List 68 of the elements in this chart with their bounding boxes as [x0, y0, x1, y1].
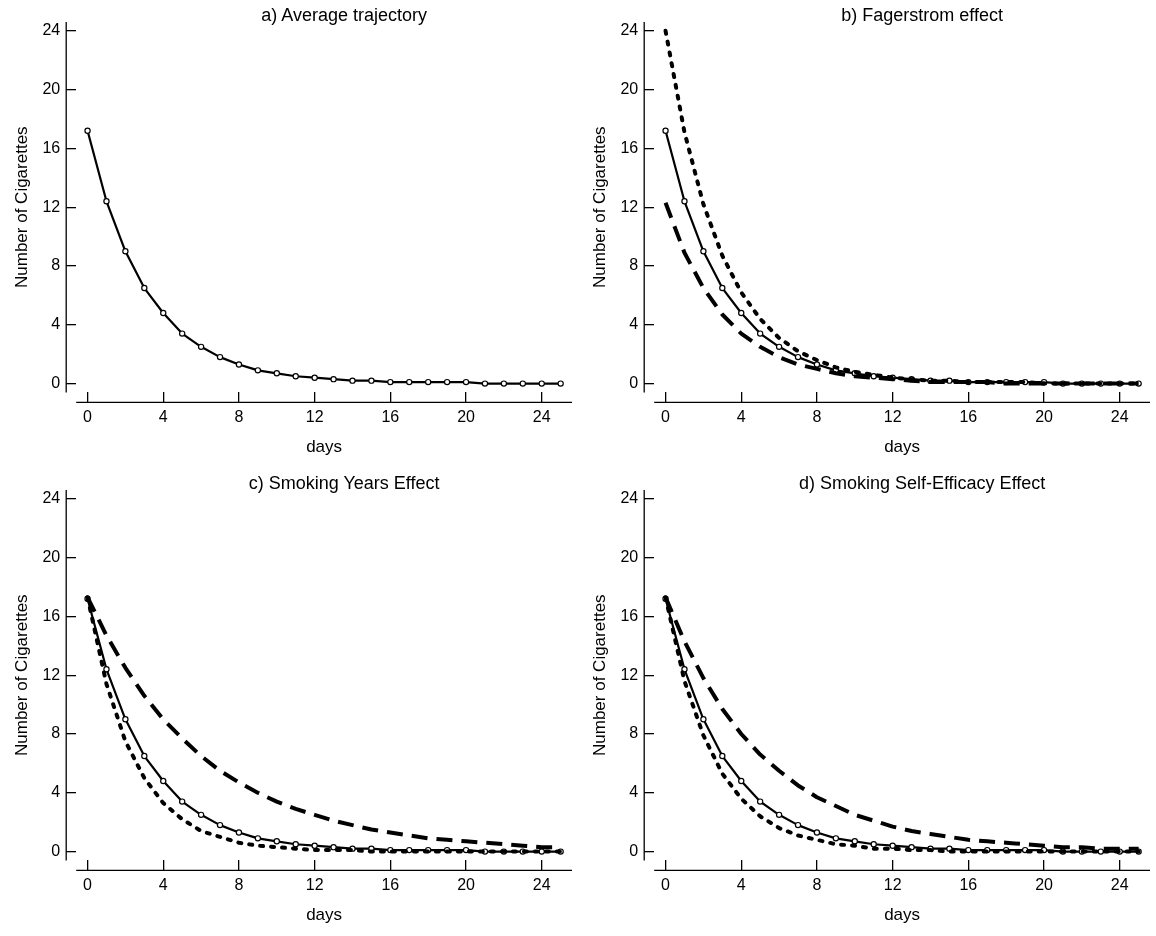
x-tick-label: 8: [234, 876, 244, 894]
x-tick-label: 0: [83, 408, 93, 426]
y-tick-label: 24: [620, 489, 639, 507]
x-tick-label: 12: [305, 408, 324, 426]
y-tick-label: 8: [629, 724, 639, 742]
chart-title: d) Smoking Self-Efficacy Effect: [798, 472, 1046, 493]
x-tick-label: 4: [158, 876, 168, 894]
x-tick-label: 24: [1110, 408, 1129, 426]
y-tick-label: 16: [42, 606, 61, 624]
y-tick-label: 24: [42, 21, 61, 39]
x-tick-label: 12: [305, 876, 324, 894]
y-axis-title: Number of Cigarettes: [589, 126, 609, 288]
x-tick-label: 24: [532, 408, 551, 426]
x-tick-label: 4: [736, 408, 746, 426]
x-tick-label: 4: [158, 408, 168, 426]
x-tick-label: 20: [1035, 876, 1054, 894]
y-tick-label: 20: [42, 80, 61, 98]
y-tick-label: 12: [42, 665, 61, 683]
x-tick-label: 16: [381, 876, 400, 894]
chart-title: c) Smoking Years Effect: [248, 472, 440, 493]
y-tick-label: 24: [620, 21, 639, 39]
y-tick-label: 16: [620, 138, 639, 156]
y-tick-label: 12: [620, 197, 639, 215]
y-tick-label: 8: [629, 256, 639, 274]
x-tick-label: 0: [661, 408, 671, 426]
x-tick-label: 12: [883, 876, 902, 894]
x-tick-label: 12: [883, 408, 902, 426]
y-tick-label: 0: [51, 373, 61, 391]
x-axis-title: days: [884, 905, 921, 925]
x-axis-title: days: [306, 437, 343, 457]
chart-title: a) Average trajectory: [261, 4, 427, 25]
y-tick-label: 16: [42, 138, 61, 156]
y-tick-label: 4: [51, 315, 61, 333]
x-axis-title: days: [306, 905, 343, 925]
x-tick-label: 0: [83, 876, 93, 894]
x-tick-label: 20: [1035, 408, 1054, 426]
x-tick-label: 8: [812, 876, 822, 894]
y-tick-label: 4: [629, 315, 639, 333]
y-tick-label: 20: [620, 80, 639, 98]
y-tick-label: 20: [620, 548, 639, 566]
x-tick-label: 4: [736, 876, 746, 894]
y-tick-label: 12: [620, 665, 639, 683]
y-tick-label: 12: [42, 197, 61, 215]
x-tick-label: 16: [959, 876, 978, 894]
y-tick-label: 20: [42, 548, 61, 566]
y-tick-label: 8: [51, 256, 61, 274]
x-tick-label: 0: [661, 876, 671, 894]
x-tick-label: 24: [1110, 876, 1129, 894]
x-tick-label: 16: [959, 408, 978, 426]
y-tick-label: 16: [620, 606, 639, 624]
y-axis-title: Number of Cigarettes: [11, 594, 31, 756]
y-axis-title: Number of Cigarettes: [589, 594, 609, 756]
x-tick-label: 8: [234, 408, 244, 426]
x-tick-label: 8: [812, 408, 822, 426]
x-axis-title: days: [884, 437, 921, 457]
y-tick-label: 24: [42, 489, 61, 507]
x-tick-label: 20: [457, 876, 476, 894]
y-tick-label: 0: [629, 841, 639, 859]
y-tick-label: 4: [629, 783, 639, 801]
y-tick-label: 4: [51, 783, 61, 801]
y-tick-label: 0: [629, 373, 639, 391]
y-axis-title: Number of Cigarettes: [11, 126, 31, 288]
x-tick-label: 16: [381, 408, 400, 426]
x-tick-label: 20: [457, 408, 476, 426]
x-tick-label: 24: [532, 876, 551, 894]
y-tick-label: 8: [51, 724, 61, 742]
chart-title: b) Fagerstrom effect: [841, 4, 1003, 25]
y-tick-label: 0: [51, 841, 61, 859]
